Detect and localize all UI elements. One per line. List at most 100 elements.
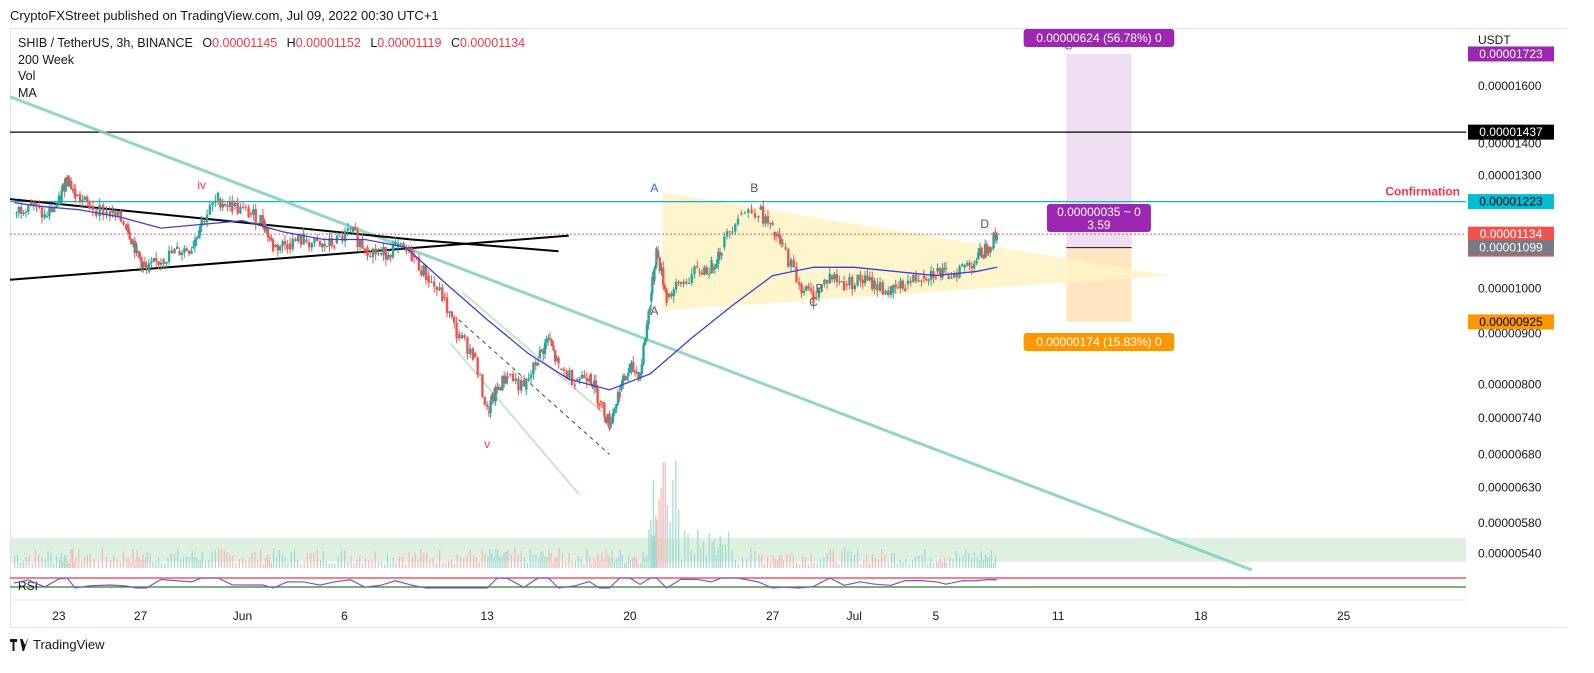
- x-tick-label-4: 13: [480, 609, 494, 623]
- candle-body: [611, 413, 615, 423]
- candle-body: [256, 223, 260, 225]
- candle-body: [980, 248, 983, 258]
- price-tag-0: 0.00001723: [1479, 47, 1543, 61]
- price-tag-0-bg: [1468, 46, 1554, 62]
- candle-body: [550, 339, 553, 347]
- candle-body: [83, 196, 86, 200]
- volume-bar: [580, 558, 582, 568]
- candle-body: [667, 293, 671, 298]
- candle-body: [552, 346, 555, 351]
- candle-body: [497, 387, 501, 390]
- volume-bar: [930, 558, 932, 568]
- candle-body: [101, 204, 105, 216]
- volume-bar: [130, 562, 132, 568]
- candle-body: [420, 270, 423, 276]
- candle-body: [468, 348, 472, 355]
- volume-bar: [658, 498, 660, 568]
- volume-bar: [105, 556, 108, 568]
- candle-body: [98, 204, 101, 217]
- candle-body: [205, 214, 209, 223]
- volume-bar: [374, 551, 376, 568]
- volume-bar: [510, 555, 513, 568]
- candle-body: [249, 213, 253, 215]
- volume-bar: [660, 487, 662, 568]
- candle-body: [165, 262, 168, 264]
- candle-body: [226, 205, 229, 207]
- volume-bar: [802, 556, 804, 568]
- legend-symbol[interactable]: SHIB / TetherUS, 3h, BINANCE: [18, 36, 193, 50]
- volume-bar: [611, 550, 613, 568]
- candle-body: [50, 207, 54, 213]
- volume-bar: [599, 560, 601, 568]
- candle-body: [570, 370, 574, 385]
- candle-body: [159, 262, 163, 265]
- candle-body: [152, 258, 155, 262]
- volume-bar: [392, 557, 394, 568]
- price-tag-1-bg: [1468, 124, 1554, 140]
- stop-badge-bg: [1023, 333, 1175, 351]
- candle-body: [57, 195, 61, 205]
- legend-high-key: H: [286, 36, 296, 50]
- candle-body: [231, 200, 234, 212]
- indicator-200-week[interactable]: 200 Week: [18, 52, 75, 67]
- candle-body: [547, 337, 550, 340]
- volume-bar: [754, 550, 756, 568]
- candle-body: [955, 274, 959, 278]
- volume-bar: [182, 556, 185, 568]
- candle-body: [147, 263, 151, 272]
- volume-bar: [459, 556, 462, 568]
- indicator-ma[interactable]: MA: [18, 85, 37, 100]
- volume-bar: [556, 556, 558, 568]
- candle-body: [604, 417, 608, 423]
- candle-body: [506, 376, 509, 379]
- candle-body: [219, 199, 222, 208]
- volume-bar: [101, 548, 103, 568]
- volume-bar: [238, 558, 240, 568]
- candle-body: [658, 257, 662, 272]
- candle-body: [705, 267, 708, 274]
- candle-body: [167, 250, 171, 263]
- candle-body: [682, 281, 685, 285]
- volume-bar: [220, 549, 223, 568]
- volume-bar: [734, 560, 736, 568]
- candle-body: [715, 263, 718, 268]
- candle-body: [316, 238, 319, 241]
- candle-body: [522, 380, 526, 387]
- candle-body: [313, 238, 316, 244]
- indicator-vol[interactable]: Vol: [18, 69, 36, 83]
- candle-body: [784, 247, 787, 250]
- volume-bar: [932, 562, 935, 568]
- candle-body: [211, 202, 214, 206]
- volume-bar: [978, 559, 980, 568]
- volume-bar: [453, 563, 455, 568]
- candle-body: [975, 260, 978, 264]
- footer-brand[interactable]: TradingView: [33, 637, 105, 652]
- candle-body: [700, 272, 704, 275]
- candle-body: [866, 275, 869, 281]
- volume-bar: [214, 550, 216, 568]
- volume-bar: [383, 563, 386, 568]
- candle-body: [128, 232, 131, 240]
- candle-body: [130, 239, 133, 245]
- candle-body: [764, 216, 767, 224]
- candle-body: [776, 233, 779, 236]
- candle-body: [525, 380, 528, 390]
- volume-bar: [167, 557, 169, 568]
- candle-body: [68, 180, 72, 187]
- candle-body: [914, 274, 918, 282]
- volume-bar: [97, 561, 99, 568]
- candle-body: [881, 282, 884, 295]
- candle-body: [828, 273, 831, 284]
- y-tick-label-0: 0.00001600: [1478, 79, 1542, 93]
- volume-bar: [915, 556, 917, 568]
- candle-body: [529, 374, 533, 379]
- candle-body: [356, 230, 359, 248]
- volume-bar: [152, 561, 154, 568]
- price-tag-2: 0.00001223: [1479, 195, 1543, 209]
- y-tick-label-3: 0.00001000: [1478, 281, 1542, 295]
- candle-body: [81, 199, 84, 202]
- volume-bar: [303, 561, 305, 568]
- volume-bar: [245, 560, 247, 568]
- candle-body: [904, 288, 907, 291]
